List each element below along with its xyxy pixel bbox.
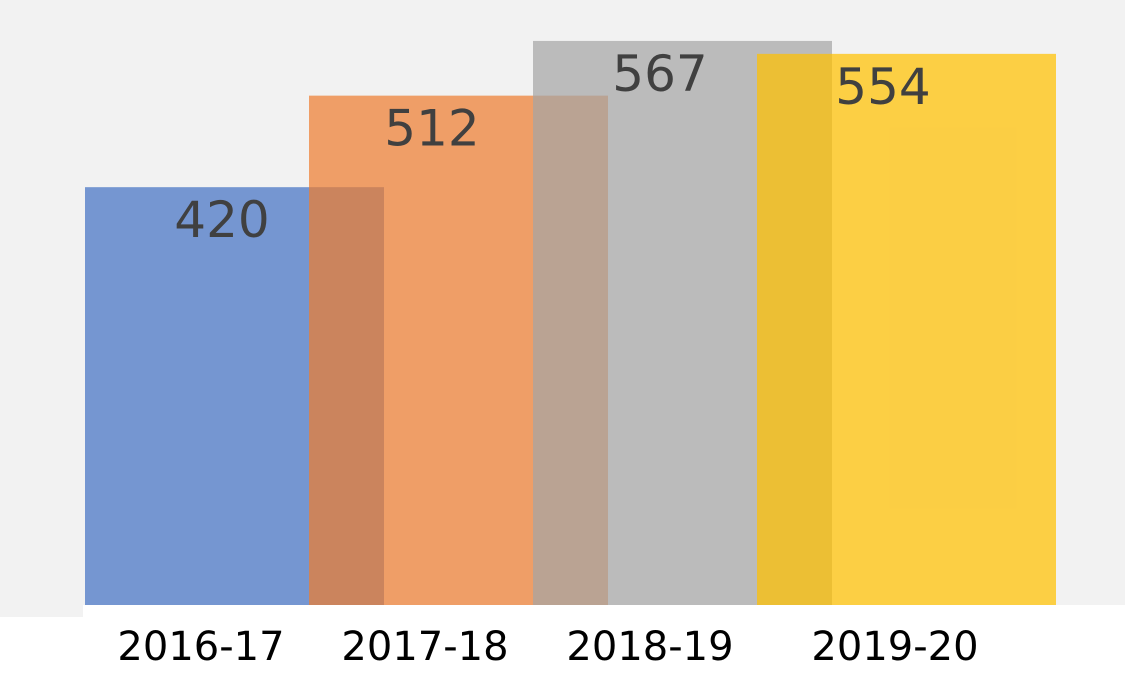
axis-area-background <box>83 605 1125 698</box>
data-labels-group: 420 512 567 554 <box>174 45 930 249</box>
bars-group <box>85 40 1056 606</box>
x-tick-label: 2017-18 <box>341 624 508 670</box>
data-label: 512 <box>384 100 479 158</box>
data-label: 420 <box>174 191 269 249</box>
data-label: 567 <box>612 45 707 103</box>
bar-2019-20 <box>757 53 1056 605</box>
x-tick-label: 2019-20 <box>811 624 978 670</box>
x-tick-label: 2018-19 <box>566 624 733 670</box>
x-axis-tick-labels: 2016-17 2017-18 2018-19 2019-20 <box>117 624 978 670</box>
x-tick-label: 2016-17 <box>117 624 284 670</box>
data-label: 554 <box>835 58 930 116</box>
